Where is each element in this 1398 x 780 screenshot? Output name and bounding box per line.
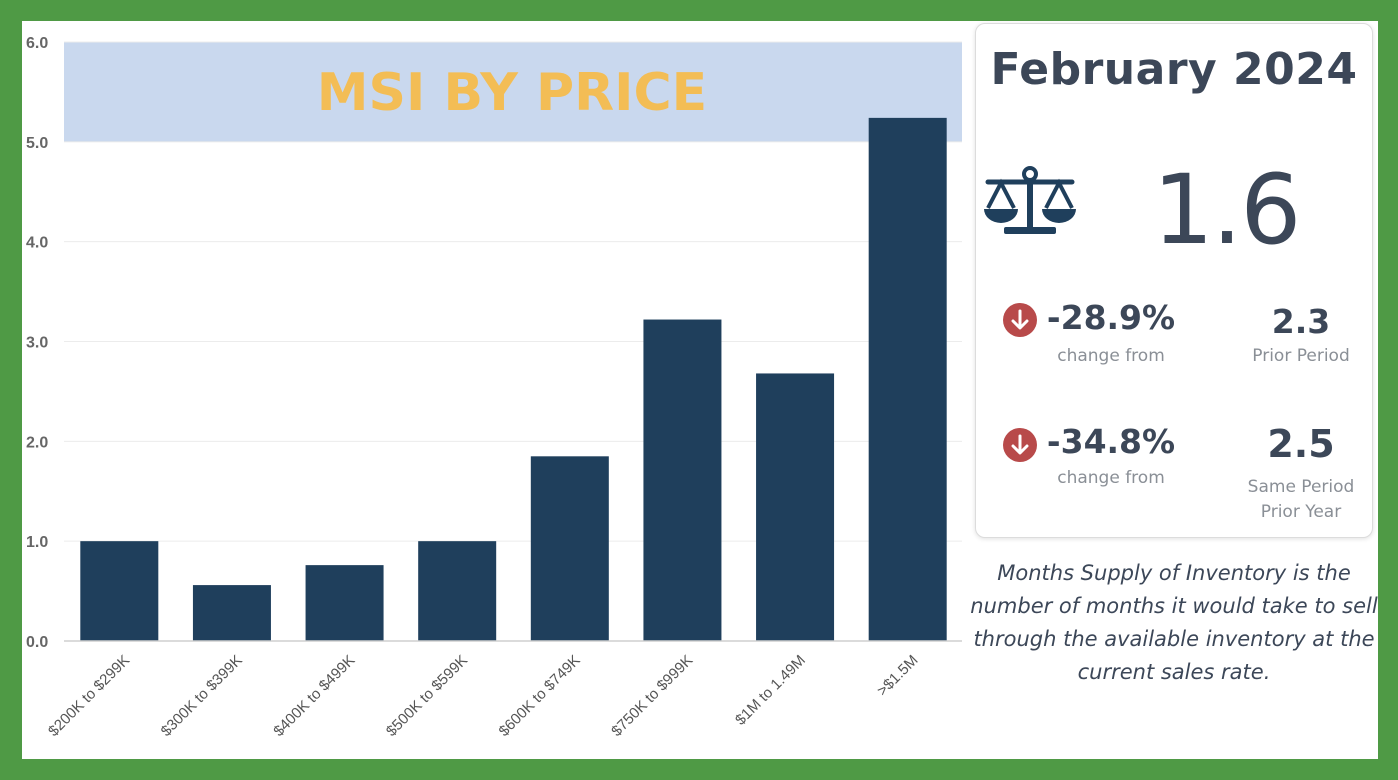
x-axis-ticks: $200K to $299K $300K to $399K $400K to $49… <box>45 652 921 740</box>
scale-balance-icon <box>984 166 1076 234</box>
prior-year-label-line1: Same Period <box>1247 477 1355 497</box>
y-tick-label: 1.0 <box>26 534 48 551</box>
arrow-down-circle-icon <box>1003 428 1037 462</box>
x-tick-label: $400K to $499K <box>270 652 358 740</box>
change-pct-prior-period: -28.9% <box>1046 298 1176 337</box>
bar <box>80 541 159 641</box>
stats-card: February 2024 1.6 -28.9% change from 2.3… <box>975 23 1373 538</box>
arrow-down-circle-icon <box>1003 303 1037 337</box>
period-title: February 2024 <box>990 44 1358 95</box>
y-axis-ticks: 0.0 1.0 2.0 3.0 4.0 5.0 6.0 <box>26 35 48 651</box>
msi-value: 1.6 <box>1152 154 1302 266</box>
x-tick-label: $750K to $999K <box>608 652 696 740</box>
title-band <box>64 42 962 142</box>
chart-title: MSI BY PRICE <box>317 63 707 123</box>
y-tick-label: 3.0 <box>26 335 48 352</box>
bar <box>305 565 384 641</box>
bars <box>80 117 947 641</box>
x-tick-label: $200K to $299K <box>45 652 133 740</box>
bar <box>530 456 609 641</box>
bar <box>418 541 497 641</box>
prior-year-value: 2.5 <box>1267 422 1335 466</box>
bar <box>643 319 722 641</box>
x-tick-label: $1M to 1.49M <box>732 652 809 729</box>
prior-year-label-line2: Prior Year <box>1260 502 1342 522</box>
y-tick-label: 5.0 <box>26 135 48 152</box>
y-tick-label: 2.0 <box>26 434 48 451</box>
y-tick-label: 6.0 <box>26 35 48 52</box>
prior-period-value: 2.3 <box>1271 302 1331 341</box>
bar <box>756 373 835 641</box>
prior-period-label: Prior Period <box>1252 346 1350 366</box>
msi-bar-chart: 0.0 1.0 2.0 3.0 4.0 5.0 6.0 $200K to $299K $300… <box>26 35 962 740</box>
x-tick-label: $500K to $599K <box>383 652 471 740</box>
dashboard-canvas: 0.0 1.0 2.0 3.0 4.0 5.0 6.0 $200K to $299K $300… <box>22 21 1378 759</box>
y-tick-label: 4.0 <box>26 235 48 252</box>
bar <box>868 117 947 641</box>
bar <box>192 585 271 641</box>
change-label: change from <box>1057 468 1165 488</box>
msi-definition: Months Supply of Inventory is the number… <box>970 561 1378 684</box>
x-tick-label: $300K to $399K <box>158 652 246 740</box>
y-tick-label: 0.0 <box>26 634 48 651</box>
x-tick-label: >$1.5M <box>874 652 922 700</box>
change-label: change from <box>1057 346 1165 366</box>
x-tick-label: $600K to $749K <box>496 652 584 740</box>
change-pct-prior-year: -34.8% <box>1046 422 1176 461</box>
